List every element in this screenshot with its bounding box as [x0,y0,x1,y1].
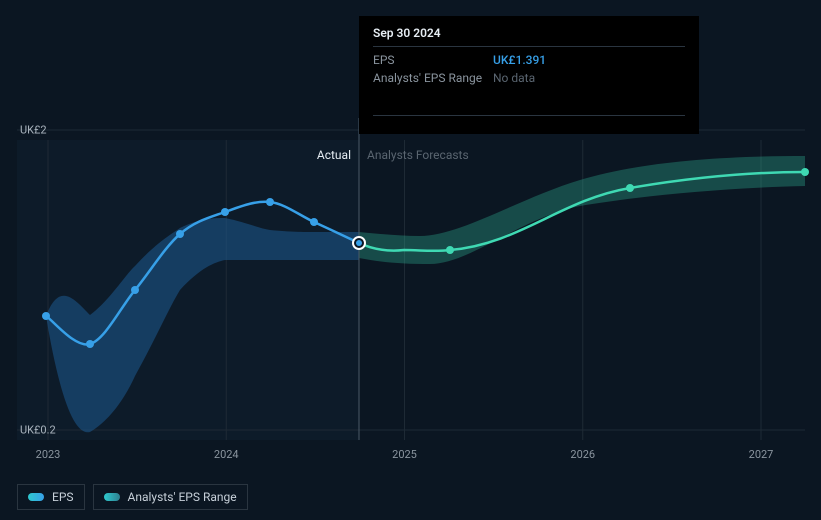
section-label-actual: Actual [317,148,351,162]
tooltip-key: EPS [373,51,493,69]
section-label-forecast: Analysts Forecasts [367,148,469,162]
legend-item-eps[interactable]: EPS [17,484,85,510]
chart-tooltip: Sep 30 2024 EPS UK£1.391 Analysts' EPS R… [359,16,699,134]
x-axis-label: 2025 [392,448,417,461]
eps-chart: UK£2 UK£0.2 2023 2024 2025 2026 2027 Act… [0,0,821,520]
tooltip-row: EPS UK£1.391 [373,51,685,69]
x-axis-label: 2023 [36,448,61,461]
x-axis-label: 2026 [570,448,595,461]
legend-swatch [28,493,44,501]
legend-swatch [104,493,120,501]
legend-label: EPS [52,490,74,504]
tooltip-value: UK£1.391 [493,51,546,69]
x-axis-label: 2027 [749,448,774,461]
tooltip-key: Analysts' EPS Range [373,69,493,87]
legend-item-eps-range[interactable]: Analysts' EPS Range [93,484,248,510]
tooltip-date: Sep 30 2024 [373,26,685,47]
tooltip-row: Analysts' EPS Range No data [373,69,685,87]
y-axis-label-top: UK£2 [20,124,47,137]
legend-label: Analysts' EPS Range [128,490,237,504]
chart-legend: EPS Analysts' EPS Range [17,484,248,510]
tooltip-value: No data [493,69,535,87]
y-axis-label-bottom: UK£0.2 [20,424,56,437]
x-axis-label: 2024 [214,448,239,461]
tooltip-divider [373,115,685,116]
